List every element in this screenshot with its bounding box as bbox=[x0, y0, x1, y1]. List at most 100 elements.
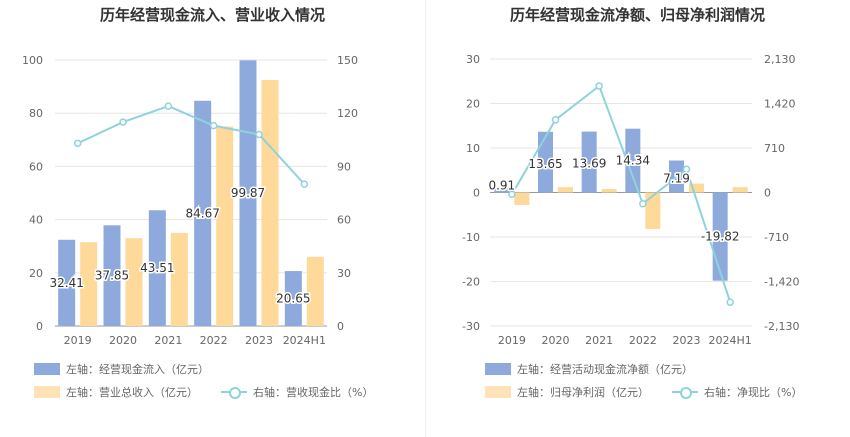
right-axis-tick-label: 710 bbox=[764, 142, 785, 155]
legend-label: 右轴：净现比（%） bbox=[704, 386, 803, 399]
right-axis-tick-label: -2,130 bbox=[764, 320, 799, 333]
legend-item-ratio[interactable]: 右轴：营收现金比（%） bbox=[221, 384, 373, 400]
bar-secondary bbox=[170, 232, 188, 326]
right-axis-tick-label: 120 bbox=[337, 107, 358, 120]
bar-secondary bbox=[558, 187, 573, 193]
bar-primary bbox=[581, 131, 597, 193]
bar-primary bbox=[148, 210, 166, 326]
x-axis-tick-label: 2023 bbox=[245, 334, 273, 347]
legend-item-revenue[interactable]: 左轴：营业总收入（亿元） bbox=[34, 384, 198, 400]
bar-primary bbox=[284, 271, 302, 326]
legend-label: 右轴：营收现金比（%） bbox=[253, 386, 374, 399]
legend-label: 左轴：归母净利润（亿元） bbox=[517, 386, 649, 399]
x-axis-tick-label: 2022 bbox=[200, 334, 228, 347]
data-label: 7.19 bbox=[663, 172, 690, 186]
bar-secondary bbox=[306, 256, 324, 326]
chart-right: -30 -20 -10 0 10 20 30 -2,130 -1,420 -710 0 710 1,42… bbox=[462, 53, 799, 347]
x-axis-tick-label: 2024H1 bbox=[283, 334, 326, 347]
legend-item-net-cash-flow[interactable]: 左轴：经营活动现金流净额（亿元） bbox=[485, 361, 693, 377]
left-axis-tick-label: 80 bbox=[29, 107, 43, 120]
data-label: 84.67 bbox=[185, 206, 219, 220]
bar-primary bbox=[103, 225, 121, 326]
right-axis-tick-label: 2,130 bbox=[764, 53, 796, 66]
series-line bbox=[510, 84, 732, 303]
x-axis-tick-label: 2021 bbox=[585, 334, 613, 347]
bar-secondary bbox=[732, 187, 748, 193]
data-label: 37.85 bbox=[95, 269, 129, 283]
right-axis-tick-label: -710 bbox=[764, 231, 789, 244]
right-axis-tick-label: -1,420 bbox=[764, 276, 799, 289]
legend-label: 左轴：经营活动现金流净额（亿元） bbox=[517, 363, 693, 376]
bar-primary bbox=[538, 131, 553, 193]
x-axis-tick-label: 2019 bbox=[64, 334, 92, 347]
left-axis-tick-label: 0 bbox=[36, 320, 43, 333]
x-axis-tick-label: 2022 bbox=[629, 334, 657, 347]
right-axis-tick-label: 0 bbox=[337, 320, 344, 333]
chart-title-right: 历年经营现金流净额、归母净利润情况 bbox=[509, 6, 765, 24]
data-label: 14.34 bbox=[616, 154, 650, 168]
series-point bbox=[639, 200, 647, 208]
bar-secondary bbox=[80, 242, 98, 326]
data-label: 0.91 bbox=[488, 178, 515, 192]
left-axis-tick-label: 30 bbox=[466, 53, 480, 66]
legend-item-cash-inflow[interactable]: 左轴：经营现金流入（亿元） bbox=[34, 361, 209, 377]
x-axis-tick-label: 2021 bbox=[154, 334, 182, 347]
x-axis-tick-label: 2024H1 bbox=[709, 334, 752, 347]
data-label: 43.51 bbox=[140, 261, 174, 275]
series-point bbox=[73, 139, 82, 148]
data-label: 13.69 bbox=[572, 157, 606, 171]
series-point bbox=[551, 116, 560, 124]
series-point bbox=[300, 180, 309, 188]
series-point bbox=[595, 82, 603, 90]
bar-secondary bbox=[125, 238, 143, 326]
right-axis-tick-label: 60 bbox=[337, 214, 351, 227]
panel-divider bbox=[425, 0, 426, 437]
legend-line-marker bbox=[672, 386, 698, 399]
x-axis-tick-label: 2023 bbox=[673, 334, 701, 347]
bar-primary bbox=[58, 239, 76, 326]
bar-secondary bbox=[645, 192, 661, 229]
left-axis-tick-label: 20 bbox=[29, 267, 43, 280]
right-axis-tick-label: 150 bbox=[337, 54, 358, 67]
series-line bbox=[77, 105, 306, 185]
bar-secondary bbox=[216, 126, 234, 326]
left-axis-tick-label: 100 bbox=[22, 54, 43, 67]
legend-line-marker bbox=[221, 386, 247, 399]
data-label: 99.87 bbox=[231, 186, 265, 200]
right-axis-tick-label: 0 bbox=[764, 187, 771, 200]
left-axis-tick-label: -10 bbox=[462, 231, 480, 244]
data-label: -19.82 bbox=[701, 230, 740, 244]
left-axis-tick-label: 20 bbox=[466, 98, 480, 111]
bar-secondary bbox=[514, 192, 530, 205]
left-axis-tick-label: -30 bbox=[462, 320, 480, 333]
series-point bbox=[164, 102, 173, 110]
legend-item-net-cash-ratio[interactable]: 右轴：净现比（%） bbox=[672, 384, 802, 400]
left-axis-tick-label: 0 bbox=[473, 187, 480, 200]
left-axis-tick-label: 60 bbox=[29, 160, 43, 173]
series-point bbox=[726, 298, 734, 306]
left-axis-tick-label: 40 bbox=[29, 214, 43, 227]
x-axis-tick-label: 2020 bbox=[109, 334, 137, 347]
legend-item-net-profit[interactable]: 左轴：归母净利润（亿元） bbox=[485, 384, 649, 400]
x-axis-tick-label: 2020 bbox=[542, 334, 570, 347]
data-label: 32.41 bbox=[49, 276, 83, 290]
bar-primary bbox=[625, 128, 641, 193]
bar-primary bbox=[239, 60, 257, 327]
left-axis-tick-label: -20 bbox=[462, 276, 480, 289]
bar-primary bbox=[494, 188, 510, 193]
legend-swatch bbox=[34, 386, 60, 398]
bar-primary bbox=[194, 100, 212, 326]
legend-label: 左轴：营业总收入（亿元） bbox=[66, 386, 198, 399]
chart-left: 0 20 40 60 80 100 0 30 60 90 120 150 2019 2020 2021 202… bbox=[22, 54, 358, 347]
left-axis-tick-label: 10 bbox=[466, 142, 480, 155]
data-label: 20.65 bbox=[276, 292, 310, 306]
series-point bbox=[255, 130, 263, 139]
data-label: 13.65 bbox=[528, 157, 562, 171]
chart-title-left: 历年经营现金流入、营业收入情况 bbox=[99, 6, 325, 24]
legend-swatch bbox=[34, 363, 60, 375]
right-axis-tick-label: 1,420 bbox=[764, 98, 796, 111]
right-axis-tick-label: 30 bbox=[337, 267, 351, 280]
bar-secondary bbox=[261, 79, 279, 326]
x-axis-tick-label: 2019 bbox=[498, 334, 526, 347]
series-point bbox=[508, 190, 516, 199]
